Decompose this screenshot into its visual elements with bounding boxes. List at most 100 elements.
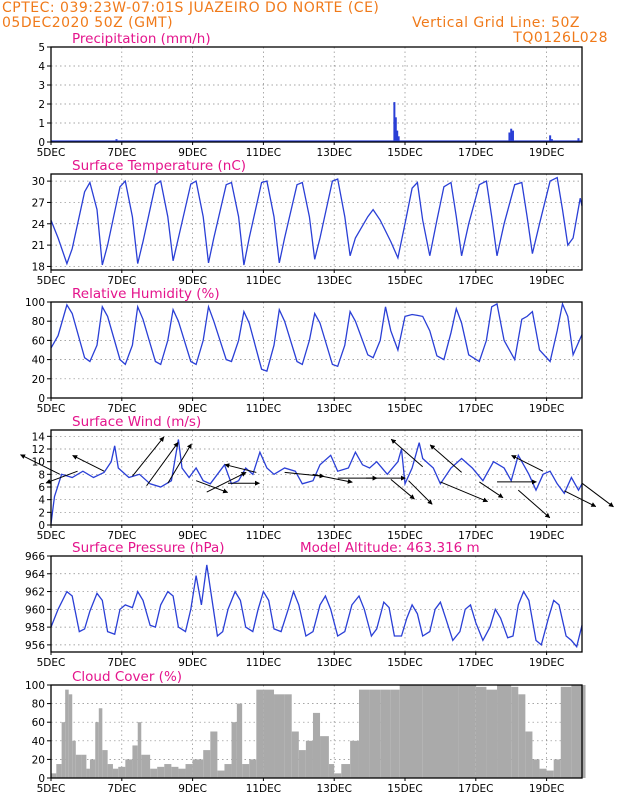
wind-vector-arrow <box>511 454 544 472</box>
pressure-xtick-label: 9DEC <box>178 657 207 669</box>
cloud-column <box>390 689 400 778</box>
cloud-column <box>274 694 285 778</box>
precipitation-panel: 0 1 2 3 4 5 5DEC 7DEC 9DEC 11DEC 13DEC 15DEC 17DEC 19… <box>37 31 583 159</box>
cloud-column <box>334 773 342 778</box>
cloud-column <box>553 759 561 778</box>
wind-frame <box>50 429 583 526</box>
cloud-column <box>125 759 133 778</box>
pressure-ytick-label: 960 <box>25 604 45 616</box>
temperature-panel: 18 21 24 27 30 5DEC 7DEC 9DEC 11DEC 13DEC 15DEC 17D… <box>32 158 583 287</box>
precipitation-bar <box>577 138 580 142</box>
cloud-column <box>68 694 73 778</box>
wind-xtick-label: 19DEC <box>529 530 564 542</box>
precipitation-bar <box>397 136 400 142</box>
humidity-title: Relative Humidity (%) <box>72 286 220 302</box>
wind-ytick-label: 14 <box>32 431 46 443</box>
precipitation-ytick-label: 3 <box>38 80 45 92</box>
cloud-title: Cloud Cover (%) <box>72 669 182 685</box>
cloud-panel: 0 20 40 60 80 100 5DEC 7DEC 9DEC 11DEC 13DEC 15DEC 1… <box>25 669 586 795</box>
cloud-column <box>582 685 586 778</box>
humidity-xtick-label: 17DEC <box>458 403 493 415</box>
temperature-xtick-label: 17DEC <box>458 275 493 287</box>
cloud-ytick-label: 60 <box>32 717 45 729</box>
cloud-column <box>75 754 82 778</box>
cloud-column <box>236 703 243 778</box>
temperature-ytick-label: 18 <box>32 261 45 273</box>
cloud-column <box>56 764 62 778</box>
cloud-column <box>497 685 512 778</box>
cloud-ytick-label: 40 <box>32 736 45 748</box>
temperature-xtick-label: 13DEC <box>316 275 351 287</box>
cloud-column <box>539 768 547 778</box>
temperature-series-line <box>50 176 583 266</box>
cloud-column <box>210 731 218 778</box>
cloud-column <box>532 759 540 778</box>
cloud-column <box>203 750 211 778</box>
precipitation-xtick-label: 9DEC <box>178 147 207 159</box>
cloud-xtick-label: 15DEC <box>387 783 422 795</box>
cloud-column <box>65 689 69 778</box>
precipitation-title: Precipitation (mm/h) <box>72 31 211 47</box>
cloud-column <box>141 754 151 778</box>
wind-vector-arrow <box>479 481 504 499</box>
cloud-xtick-label: 7DEC <box>107 783 136 795</box>
temperature-ytick-label: 24 <box>32 219 46 231</box>
temperature-title: Surface Temperature (nC) <box>72 158 246 174</box>
wind-vector-arrow <box>195 480 229 494</box>
cloud-column <box>358 689 370 778</box>
cloud-column <box>178 768 186 778</box>
precipitation-ytick-label: 5 <box>38 42 45 54</box>
cloud-column <box>341 764 351 778</box>
precipitation-bar <box>549 135 552 142</box>
humidity-frame <box>50 301 583 399</box>
cloud-column <box>256 689 264 778</box>
wind-vector-arrow <box>20 454 61 475</box>
humidity-ytick-label: 100 <box>25 297 45 309</box>
humidity-xtick-label: 9DEC <box>178 403 207 415</box>
pressure-xtick-label: 5DEC <box>37 657 66 669</box>
temperature-xtick-label: 7DEC <box>107 275 136 287</box>
cloud-column <box>486 689 498 778</box>
wind-vector-arrow <box>517 489 551 519</box>
temperature-xtick-label: 9DEC <box>178 275 207 287</box>
wind-xtick-label: 7DEC <box>107 530 136 542</box>
cloud-column <box>102 750 108 778</box>
pressure-xtick-label: 11DEC <box>246 657 281 669</box>
cloud-column <box>137 722 142 778</box>
cloud-xtick-label: 19DEC <box>529 783 564 795</box>
cloud-column <box>350 740 359 778</box>
cloud-column <box>132 745 138 778</box>
wind-vector-arrow <box>72 454 105 472</box>
wind-ytick-label: 2 <box>38 507 45 519</box>
cloud-column <box>380 689 391 778</box>
wind-vector-arrow <box>224 463 257 473</box>
humidity-ytick-label: 20 <box>32 374 45 386</box>
pressure-ytick-label: 964 <box>25 569 45 581</box>
cloud-xtick-label: 9DEC <box>178 783 207 795</box>
cloud-column <box>192 759 204 778</box>
cloud-column <box>560 686 572 778</box>
wind-vector-arrow <box>581 482 614 508</box>
cloud-column <box>291 731 299 778</box>
cloud-xtick-label: 11DEC <box>246 783 281 795</box>
cloud-column <box>217 770 225 778</box>
pressure-annotation: Model Altitude: 463.316 m <box>300 540 480 556</box>
precipitation-bar <box>394 117 397 142</box>
wind-xtick-label: 5DEC <box>37 530 66 542</box>
cloud-column <box>305 740 313 778</box>
wind-xtick-label: 11DEC <box>246 530 281 542</box>
cloud-ytick-label: 80 <box>32 699 45 711</box>
cloud-column <box>525 731 533 778</box>
humidity-ytick-label: 60 <box>32 335 45 347</box>
humidity-xtick-label: 19DEC <box>529 403 564 415</box>
header-station-line: CPTEC: 039:23W-07:01S JUAZEIRO DO NORTE … <box>2 0 380 16</box>
cloud-ytick-label: 100 <box>25 680 45 692</box>
cloud-frame <box>50 684 583 779</box>
cloud-column <box>107 764 113 778</box>
pressure-series-line <box>50 564 583 649</box>
temperature-ytick-label: 27 <box>32 197 45 209</box>
precipitation-bar <box>510 128 513 142</box>
precipitation-xtick-label: 17DEC <box>458 147 493 159</box>
humidity-ytick-label: 0 <box>38 393 45 405</box>
